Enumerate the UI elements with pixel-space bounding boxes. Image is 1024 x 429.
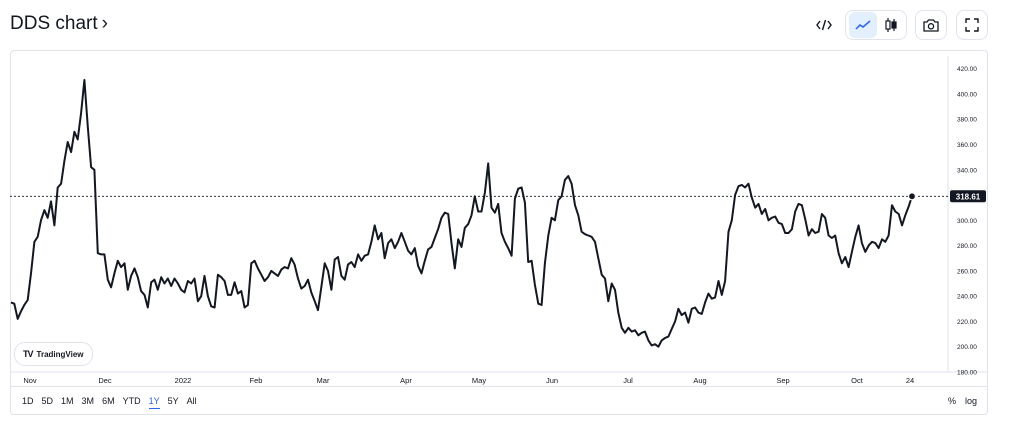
fullscreen-button[interactable]: [956, 10, 988, 40]
range-button-5y[interactable]: 5Y: [167, 396, 179, 406]
x-tick-label: Jun: [546, 376, 558, 385]
y-tick-label: 260.00: [957, 268, 977, 275]
y-tick-label: 240.00: [957, 294, 977, 301]
screenshot-button[interactable]: [915, 10, 947, 40]
range-button-all[interactable]: All: [186, 396, 197, 406]
candlestick-icon: [885, 18, 897, 32]
last-price-marker: [907, 192, 917, 201]
range-button-5d[interactable]: 5D: [41, 396, 54, 406]
log-scale-button[interactable]: log: [965, 396, 978, 406]
y-tick-label: 220.00: [957, 319, 977, 326]
y-tick-label: 180.00: [957, 370, 977, 377]
percent-scale-button[interactable]: %: [948, 396, 957, 406]
y-axis: 180.00 200.00 220.00 240.00 260.00 280.00 300.…: [957, 66, 977, 376]
last-price-tag: [950, 190, 986, 203]
range-button-1m[interactable]: 1M: [61, 396, 74, 406]
chart-header: DDS chart ›: [0, 0, 1024, 50]
x-tick-label: Feb: [250, 376, 263, 385]
candlestick-style-button[interactable]: [877, 12, 905, 38]
x-tick-label: Oct: [851, 376, 864, 385]
embed-button[interactable]: [810, 10, 838, 40]
line-chart-icon: [855, 20, 871, 30]
tradingview-label: TradingView: [36, 349, 84, 359]
x-tick-label: Apr: [400, 376, 412, 385]
fullscreen-icon: [965, 18, 979, 32]
divider: [10, 386, 988, 387]
y-tick-label: 340.00: [957, 167, 977, 174]
x-tick-label: Sep: [776, 376, 789, 385]
chevron-right-icon: ›: [101, 13, 108, 34]
x-tick-label: Jul: [623, 376, 633, 385]
x-axis: Nov Dec 2022 Feb Mar Apr May Jun Jul Aug Sep Oct 24: [23, 376, 914, 385]
y-tick-label: 200.00: [957, 344, 977, 351]
x-tick-label: May: [472, 376, 486, 385]
range-button-3m[interactable]: 3M: [81, 396, 95, 406]
last-price-label: 318.61: [956, 192, 981, 201]
y-tick-label: 280.00: [957, 243, 977, 250]
chart-frame: [10, 50, 988, 415]
y-tick-label: 300.00: [957, 218, 977, 225]
price-chart[interactable]: 180.00 200.00 220.00 240.00 260.00 280.00 300.…: [10, 50, 988, 387]
line-style-button[interactable]: [849, 12, 877, 38]
x-tick-label: Aug: [693, 376, 706, 385]
x-tick-label: 2022: [175, 376, 192, 385]
chart-style-group: [845, 10, 907, 40]
range-button-1y[interactable]: 1Y: [148, 396, 160, 409]
y-tick-label: 380.00: [957, 117, 977, 124]
y-tick-label: 400.00: [957, 91, 977, 98]
chart-title-text: DDS chart: [10, 13, 98, 34]
chart-title[interactable]: DDS chart ›: [10, 13, 108, 35]
x-tick-label: Mar: [317, 376, 330, 385]
range-button-ytd[interactable]: YTD: [122, 396, 141, 406]
x-tick-label: 24: [906, 376, 914, 385]
tradingview-mark-icon: TV: [23, 349, 33, 359]
code-icon: [816, 19, 832, 31]
y-tick-label: 420.00: [957, 66, 977, 73]
range-button-1d[interactable]: 1D: [22, 396, 34, 406]
range-button-6m[interactable]: 6M: [102, 396, 115, 406]
range-selector: 1D 5D 1M 3M 6M YTD 1Y 5Y All: [22, 396, 205, 409]
price-series-line: [10, 79, 913, 348]
tradingview-logo[interactable]: TV TradingView: [14, 342, 93, 366]
x-tick-label: Nov: [23, 376, 37, 385]
camera-icon: [923, 19, 939, 32]
x-tick-label: Dec: [98, 376, 112, 385]
y-tick-label: 360.00: [957, 142, 977, 149]
